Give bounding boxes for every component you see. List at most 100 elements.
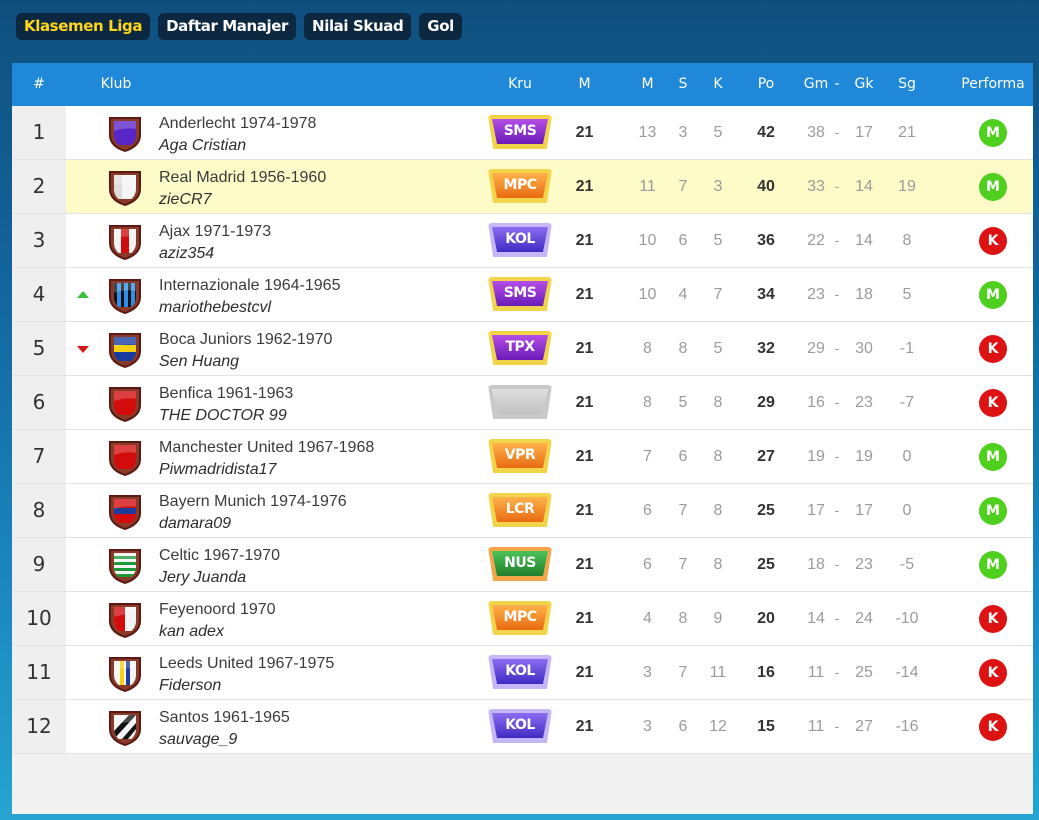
manager-name[interactable]: THE DOCTOR 99 — [159, 407, 287, 424]
table-row[interactable]: 7 Manchester United 1967-1968 Piwmadridist… — [12, 430, 1033, 484]
header-goals-against[interactable]: Gk — [854, 76, 874, 92]
crew-badge[interactable]: KOL — [488, 709, 552, 743]
table-row[interactable]: 5 Boca Juniors 1962-1970 Sen Huang TPX 21 8 8 5… — [12, 322, 1033, 376]
table-row[interactable]: 8 Bayern Munich 1974-1976 damara09 LCR 21 6 7 8… — [12, 484, 1033, 538]
club-info[interactable]: Bayern Munich 1974-1976 damara09 — [159, 492, 347, 534]
header-goals-for[interactable]: Gm — [803, 76, 829, 92]
header-draw[interactable]: S — [678, 76, 688, 92]
club-info[interactable]: Boca Juniors 1962-1970 Sen Huang — [159, 330, 332, 372]
header-points[interactable]: Po — [757, 76, 775, 92]
table-row[interactable]: 10 Feyenoord 1970 kan adex MPC 21 4 8 9 20 14-24 -… — [12, 592, 1033, 646]
crew-badge[interactable]: MPC — [488, 169, 552, 203]
manager-name[interactable]: Piwmadridista17 — [159, 461, 277, 478]
form-badge[interactable]: M — [979, 443, 1007, 471]
club-info[interactable]: Manchester United 1967-1968 Piwmadridista… — [159, 438, 374, 480]
club-name[interactable]: Ajax 1971-1973 — [159, 223, 272, 240]
form-badge[interactable]: K — [979, 659, 1007, 687]
crew-badge-label: NUS — [492, 551, 548, 576]
club-name[interactable]: Santos 1961-1965 — [159, 709, 290, 726]
manager-name[interactable]: kan adex — [159, 623, 224, 640]
header-won[interactable]: M — [641, 76, 654, 92]
header-crew[interactable]: Kru — [508, 76, 532, 92]
manager-name[interactable]: mariothebestcvl — [159, 299, 272, 316]
tab-klasemen-liga[interactable]: Klasemen Liga — [16, 13, 151, 40]
points-cell: 32 — [757, 340, 775, 357]
tab-gol[interactable]: Gol — [419, 13, 462, 40]
header-form[interactable]: Performa — [961, 76, 1025, 92]
table-row[interactable]: 12 Santos 1961-1965 sauvage_9 KOL 21 3 6 12 15 11… — [12, 700, 1033, 754]
club-info[interactable]: Anderlecht 1974-1978 Aga Cristian — [159, 114, 316, 156]
form-badge[interactable]: K — [979, 605, 1007, 633]
club-name[interactable]: Leeds United 1967-1975 — [159, 655, 335, 672]
form-badge[interactable]: M — [979, 119, 1007, 147]
crew-badge[interactable]: KOL — [488, 655, 552, 689]
club-info[interactable]: Real Madrid 1956-1960 zieCR7 — [159, 168, 326, 210]
form-badge[interactable]: M — [979, 497, 1007, 525]
header-club[interactable]: Klub — [100, 76, 132, 92]
form-badge[interactable]: K — [979, 227, 1007, 255]
club-info[interactable]: Ajax 1971-1973 aziz354 — [159, 222, 271, 264]
club-info[interactable]: Santos 1961-1965 sauvage_9 — [159, 708, 290, 750]
table-row[interactable]: 1 Anderlecht 1974-1978 Aga Cristian SMS 21 13… — [12, 106, 1033, 160]
manager-name[interactable]: Sen Huang — [159, 353, 240, 370]
crew-badge[interactable]: MPC — [488, 601, 552, 635]
table-row[interactable]: 6 Benfica 1961-1963 THE DOCTOR 99 21 8 5 8 29 16… — [12, 376, 1033, 430]
crew-badge[interactable]: KOL — [488, 223, 552, 257]
tab-nilai-skuad[interactable]: Nilai Skuad — [304, 13, 412, 40]
won-cell: 3 — [643, 664, 652, 681]
header-rank[interactable]: # — [33, 76, 45, 92]
club-name[interactable]: Celtic 1967-1970 — [159, 547, 280, 564]
manager-name[interactable]: Jery Juanda — [159, 569, 247, 586]
tab-daftar-manajer[interactable]: Daftar Manajer — [158, 13, 297, 40]
club-name[interactable]: Manchester United 1967-1968 — [159, 439, 375, 456]
club-name[interactable]: Bayern Munich 1974-1976 — [159, 493, 347, 510]
form-badge[interactable]: M — [979, 281, 1007, 309]
manager-name[interactable]: damara09 — [159, 515, 232, 532]
manager-name[interactable]: sauvage_9 — [159, 731, 238, 748]
crew-badge[interactable] — [488, 385, 552, 419]
form-badge[interactable]: K — [979, 335, 1007, 363]
club-info[interactable]: Internazionale 1964-1965 mariothebestcvl — [159, 276, 340, 318]
manager-name[interactable]: Aga Cristian — [159, 137, 247, 154]
crew-badge[interactable]: TPX — [488, 331, 552, 365]
goals-against-cell: 14 — [855, 178, 873, 195]
header-goal-diff[interactable]: Sg — [898, 76, 916, 92]
points-cell: 15 — [757, 718, 775, 735]
draw-cell: 3 — [678, 124, 688, 141]
club-name[interactable]: Boca Juniors 1962-1970 — [159, 331, 333, 348]
club-name[interactable]: Feyenoord 1970 — [159, 601, 276, 618]
crew-badge-label: KOL — [492, 659, 548, 684]
header-lost[interactable]: K — [713, 76, 723, 92]
manager-name[interactable]: Fiderson — [159, 677, 222, 694]
goals-separator: - — [834, 664, 840, 680]
manager-name[interactable]: aziz354 — [159, 245, 215, 262]
crew-badge[interactable]: SMS — [488, 115, 552, 149]
crew-badge[interactable]: LCR — [488, 493, 552, 527]
club-name[interactable]: Benfica 1961-1963 — [159, 385, 294, 402]
table-row[interactable]: 11 Leeds United 1967-1975 Fiderson KOL 21 3 7 1… — [12, 646, 1033, 700]
club-info[interactable]: Celtic 1967-1970 Jery Juanda — [159, 546, 280, 588]
table-row[interactable]: 4 Internazionale 1964-1965 mariothebestcvl… — [12, 268, 1033, 322]
table-row[interactable]: 3 Ajax 1971-1973 aziz354 KOL 21 10 6 5 36 22-14 8 K — [12, 214, 1033, 268]
form-badge[interactable]: K — [979, 713, 1007, 741]
rank-cell: 11 — [12, 646, 66, 699]
form-badge[interactable]: M — [979, 173, 1007, 201]
club-name[interactable]: Real Madrid 1956-1960 — [159, 169, 327, 186]
form-badge[interactable]: K — [979, 389, 1007, 417]
club-info[interactable]: Benfica 1961-1963 THE DOCTOR 99 — [159, 384, 293, 426]
crew-badge-label: TPX — [492, 335, 548, 360]
table-row[interactable]: 9 Celtic 1967-1970 Jery Juanda NUS 21 6 7 8 25 18… — [12, 538, 1033, 592]
club-name[interactable]: Internazionale 1964-1965 — [159, 277, 341, 294]
form-badge[interactable]: M — [979, 551, 1007, 579]
crew-badge[interactable]: NUS — [488, 547, 552, 581]
table-row[interactable]: 2 Real Madrid 1956-1960 zieCR7 MPC 21 11 7 3 40 3… — [12, 160, 1033, 214]
crew-badge[interactable]: VPR — [488, 439, 552, 473]
club-name[interactable]: Anderlecht 1974-1978 — [159, 115, 317, 132]
goals-for-cell: 33 — [807, 178, 825, 195]
club-info[interactable]: Feyenoord 1970 kan adex — [159, 600, 276, 642]
manager-name[interactable]: zieCR7 — [159, 191, 212, 208]
goals-separator: - — [834, 286, 840, 302]
club-info[interactable]: Leeds United 1967-1975 Fiderson — [159, 654, 334, 696]
crew-badge[interactable]: SMS — [488, 277, 552, 311]
header-played[interactable]: M — [578, 76, 591, 92]
